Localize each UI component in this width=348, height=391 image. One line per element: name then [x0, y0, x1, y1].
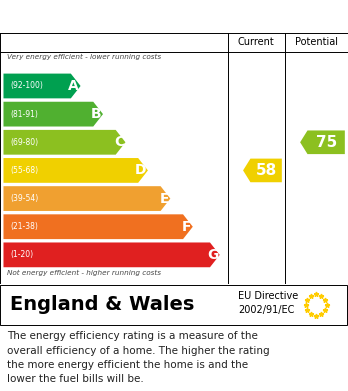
Polygon shape — [3, 102, 103, 127]
Polygon shape — [3, 74, 80, 99]
Text: Not energy efficient - higher running costs: Not energy efficient - higher running co… — [7, 270, 161, 276]
Text: E: E — [159, 192, 169, 206]
Text: F: F — [182, 220, 191, 234]
Polygon shape — [300, 131, 345, 154]
Polygon shape — [243, 159, 282, 182]
Text: England & Wales: England & Wales — [10, 296, 195, 314]
Polygon shape — [3, 158, 148, 183]
Text: (21-38): (21-38) — [10, 222, 38, 231]
Text: Energy Efficiency Rating: Energy Efficiency Rating — [10, 9, 220, 24]
Text: 58: 58 — [255, 163, 277, 178]
Text: D: D — [135, 163, 147, 178]
Text: (55-68): (55-68) — [10, 166, 39, 175]
Text: (92-100): (92-100) — [10, 81, 43, 90]
Text: (39-54): (39-54) — [10, 194, 39, 203]
Text: B: B — [91, 107, 102, 121]
Text: The energy efficiency rating is a measure of the
overall efficiency of a home. T: The energy efficiency rating is a measur… — [7, 331, 270, 384]
Polygon shape — [3, 130, 126, 155]
Text: A: A — [69, 79, 79, 93]
Text: (81-91): (81-91) — [10, 109, 38, 118]
Text: C: C — [114, 135, 124, 149]
Text: G: G — [207, 248, 218, 262]
Text: (69-80): (69-80) — [10, 138, 39, 147]
Text: EU Directive
2002/91/EC: EU Directive 2002/91/EC — [238, 291, 299, 314]
Text: 75: 75 — [316, 135, 337, 150]
Text: Potential: Potential — [295, 38, 338, 47]
Polygon shape — [3, 186, 171, 211]
Text: (1-20): (1-20) — [10, 250, 33, 259]
Polygon shape — [3, 242, 220, 267]
Text: Current: Current — [238, 38, 275, 47]
Polygon shape — [3, 214, 193, 239]
Text: Very energy efficient - lower running costs: Very energy efficient - lower running co… — [7, 54, 161, 61]
FancyBboxPatch shape — [0, 285, 347, 325]
